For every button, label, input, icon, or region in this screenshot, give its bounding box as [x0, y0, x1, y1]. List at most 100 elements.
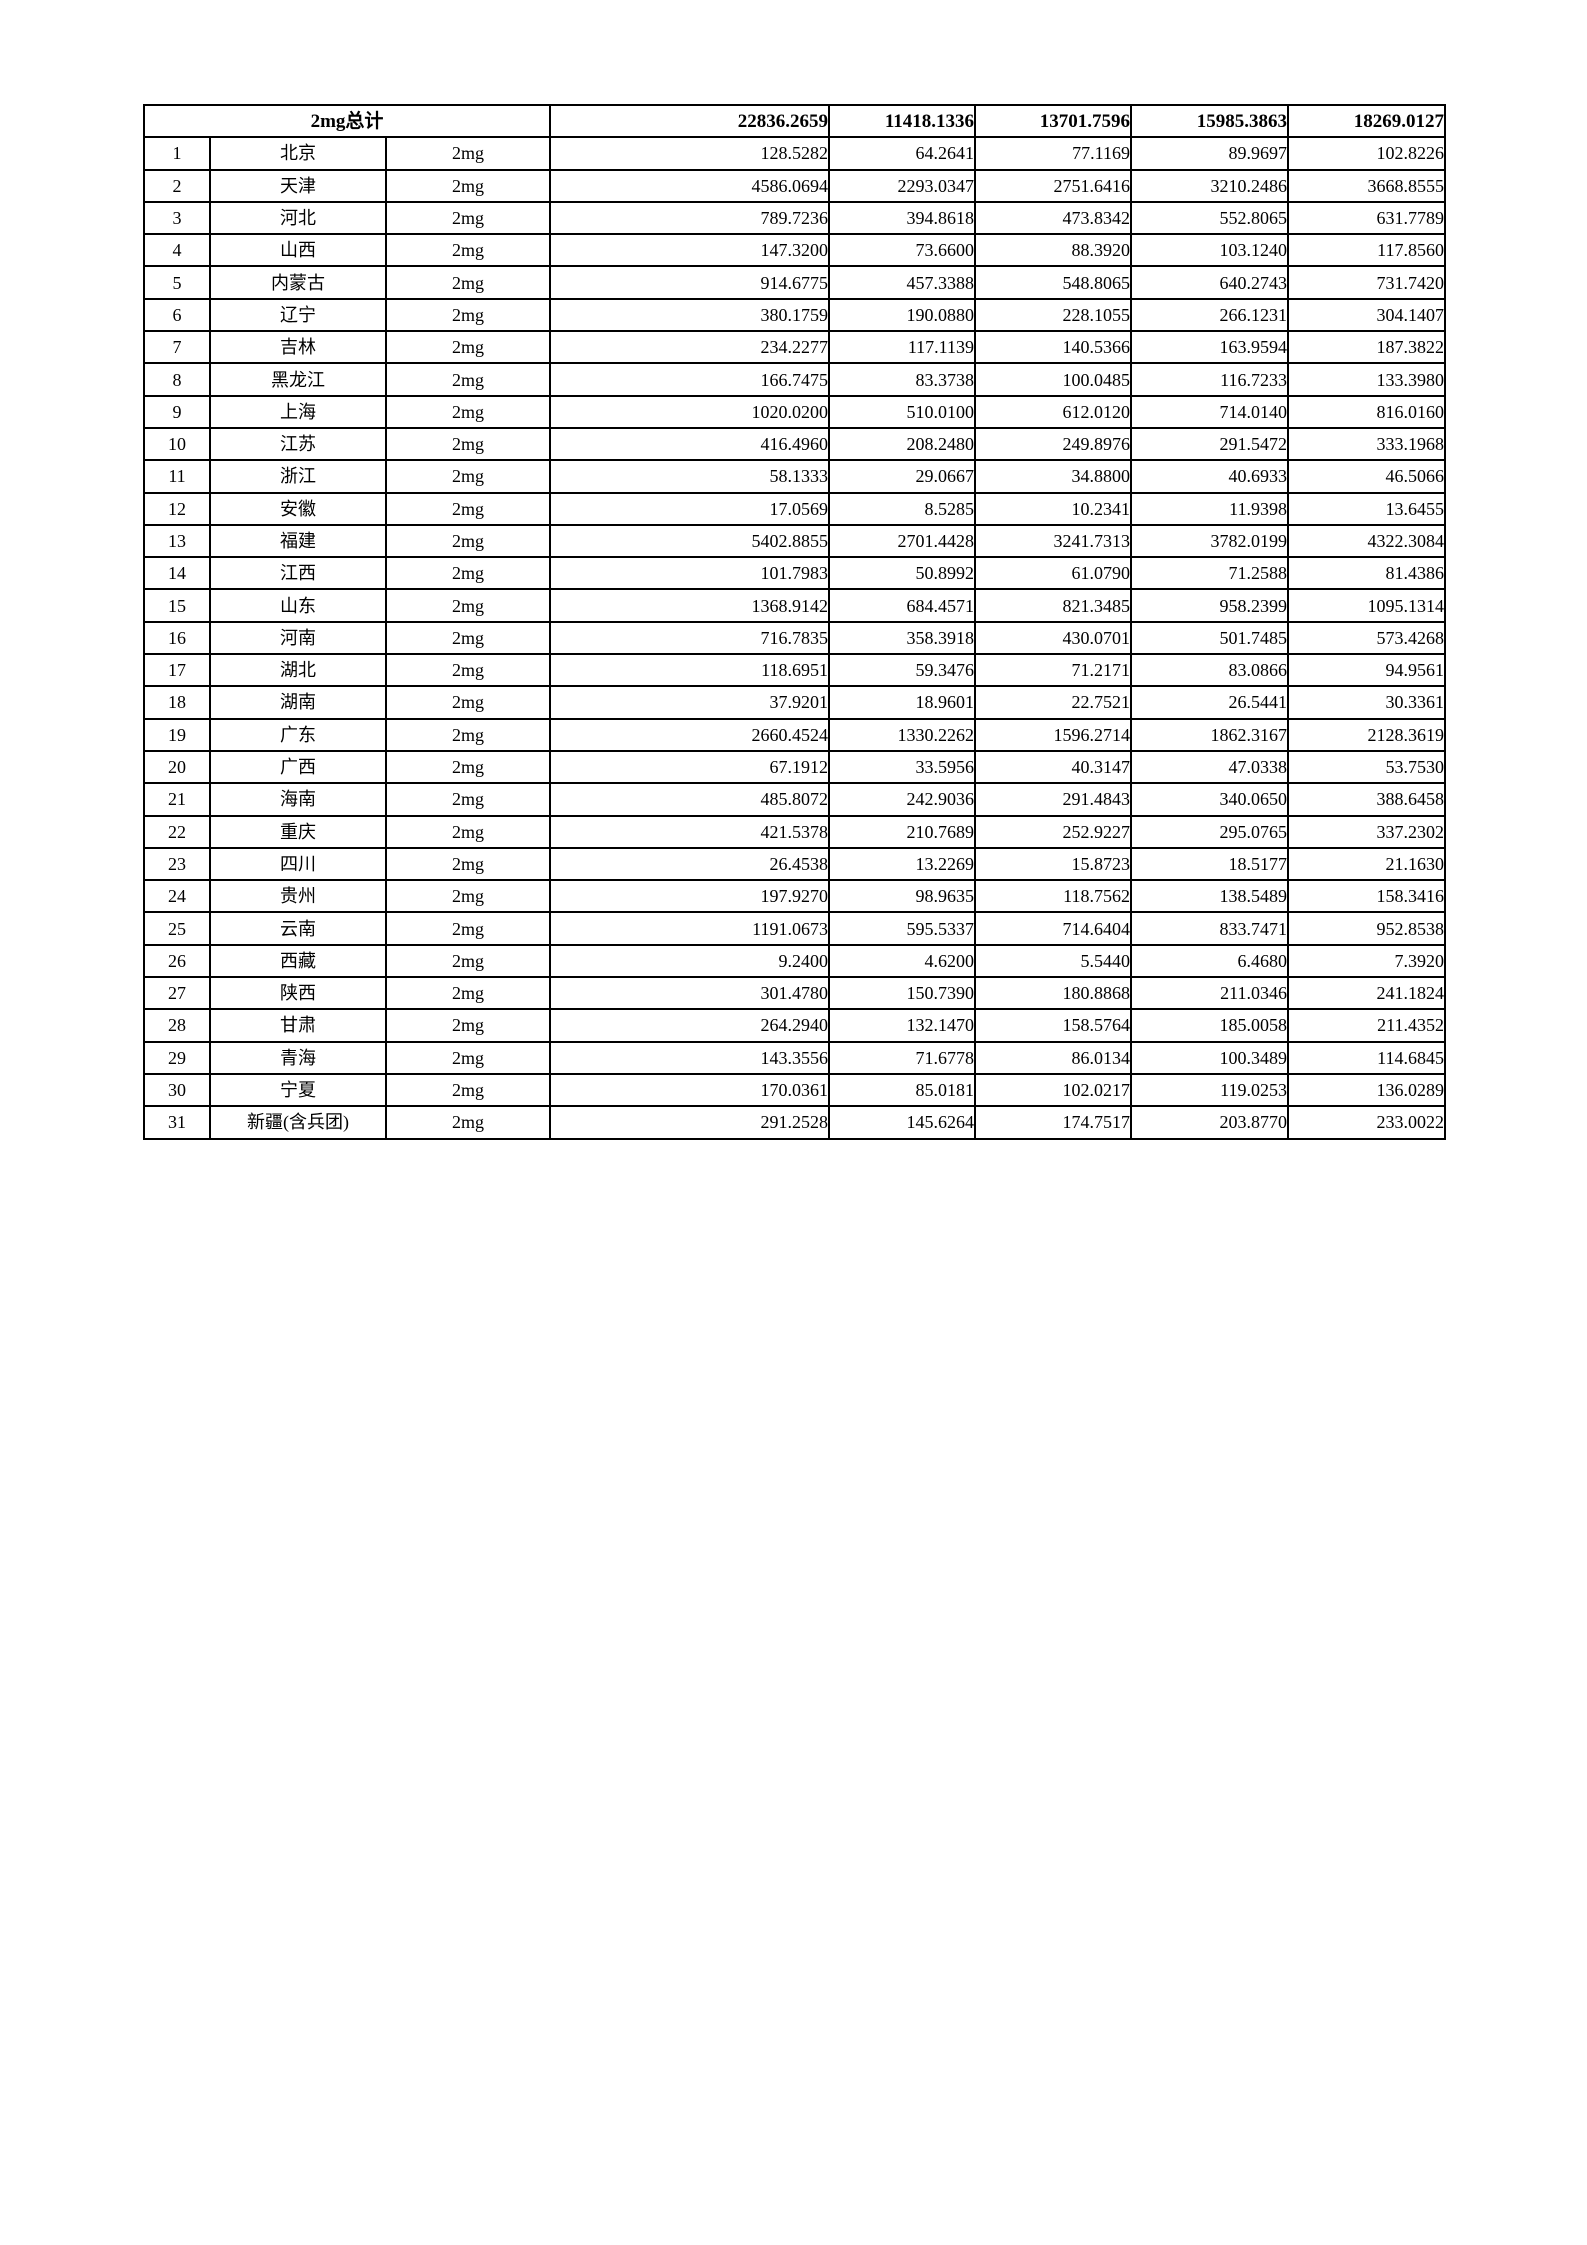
value-1: 197.9270	[549, 879, 831, 914]
spec-label: 2mg	[384, 782, 552, 817]
value-4: 211.0346	[1130, 976, 1290, 1011]
table-row: 8 黑龙江 2mg 166.7475 83.3738 100.0485 116.7233 13…	[143, 362, 1447, 397]
value-5: 816.0160	[1287, 394, 1447, 429]
table-row: 2 天津 2mg 4586.0694 2293.0347 2751.6416 3210.24…	[143, 168, 1447, 203]
value-3: 88.3920	[974, 233, 1133, 268]
value-3: 3241.7313	[974, 523, 1133, 559]
province-name: 天津	[209, 168, 387, 203]
value-5: 304.1407	[1287, 297, 1447, 333]
table-row: 21 海南 2mg 485.8072 242.9036 291.4843 340.0650 3…	[143, 782, 1447, 817]
value-4: 501.7485	[1130, 620, 1290, 656]
value-2: 117.1139	[828, 330, 977, 365]
value-3: 291.4843	[974, 782, 1133, 817]
value-1: 914.6775	[549, 265, 831, 300]
value-5: 211.4352	[1287, 1008, 1447, 1043]
header-total-value-4: 15985.3863	[1130, 103, 1290, 139]
province-name: 安徽	[209, 491, 387, 526]
value-3: 22.7521	[974, 685, 1133, 720]
value-1: 301.4780	[549, 976, 831, 1011]
value-5: 158.3416	[1287, 879, 1447, 914]
row-index: 5	[143, 265, 211, 300]
value-4: 83.0866	[1130, 653, 1290, 688]
row-index: 16	[143, 620, 211, 656]
value-1: 58.1333	[549, 459, 831, 494]
value-4: 640.2743	[1130, 265, 1290, 300]
value-5: 13.6455	[1287, 491, 1447, 526]
table-row: 23 四川 2mg 26.4538 13.2269 15.8723 18.5177 21.16…	[143, 846, 1447, 882]
value-2: 33.5956	[828, 749, 977, 785]
value-5: 94.9561	[1287, 653, 1447, 688]
value-3: 174.7517	[974, 1105, 1133, 1140]
value-3: 2751.6416	[974, 168, 1133, 203]
value-2: 208.2480	[828, 426, 977, 462]
value-3: 714.6404	[974, 911, 1133, 946]
spec-label: 2mg	[384, 653, 552, 688]
header-total-label: 2mg总计	[142, 103, 552, 139]
value-4: 833.7471	[1130, 911, 1290, 946]
value-1: 67.1912	[549, 749, 831, 785]
spec-label: 2mg	[384, 233, 552, 268]
value-4: 3782.0199	[1130, 523, 1290, 559]
value-5: 81.4386	[1287, 556, 1447, 591]
spec-label: 2mg	[384, 265, 552, 300]
table-row: 14 江西 2mg 101.7983 50.8992 61.0790 71.2588 81.4…	[143, 556, 1447, 591]
province-name: 河北	[209, 200, 387, 236]
spec-label: 2mg	[384, 556, 552, 591]
row-index: 28	[143, 1008, 211, 1043]
row-index: 9	[143, 394, 211, 429]
spec-label: 2mg	[384, 330, 552, 365]
value-4: 295.0765	[1130, 814, 1290, 849]
value-3: 71.2171	[974, 653, 1133, 688]
value-4: 958.2399	[1130, 588, 1290, 623]
value-4: 714.0140	[1130, 394, 1290, 429]
spec-label: 2mg	[384, 588, 552, 623]
spec-label: 2mg	[384, 1040, 552, 1075]
value-3: 612.0120	[974, 394, 1133, 429]
value-5: 952.8538	[1287, 911, 1447, 946]
row-index: 14	[143, 556, 211, 591]
table-row: 28 甘肃 2mg 264.2940 132.1470 158.5764 185.0058 2…	[143, 1008, 1447, 1043]
value-3: 34.8800	[974, 459, 1133, 494]
province-name: 陕西	[209, 976, 387, 1011]
province-name: 山东	[209, 588, 387, 623]
province-name: 西藏	[209, 943, 387, 979]
spec-label: 2mg	[384, 620, 552, 656]
value-1: 147.3200	[549, 233, 831, 268]
value-5: 337.2302	[1287, 814, 1447, 849]
value-3: 118.7562	[974, 879, 1133, 914]
value-1: 128.5282	[549, 136, 831, 171]
value-4: 266.1231	[1130, 297, 1290, 333]
table-row: 30 宁夏 2mg 170.0361 85.0181 102.0217 119.0253 13…	[143, 1072, 1447, 1108]
value-2: 73.6600	[828, 233, 977, 268]
table-header-row: 2mg总计 22836.2659 11418.1336 13701.7596 1…	[142, 103, 1447, 139]
value-5: 1095.1314	[1287, 588, 1447, 623]
value-5: 46.5066	[1287, 459, 1447, 494]
value-1: 485.8072	[549, 782, 831, 817]
value-4: 89.9697	[1130, 136, 1290, 171]
value-5: 114.6845	[1287, 1040, 1447, 1075]
province-name: 江苏	[209, 426, 387, 462]
value-5: 241.1824	[1287, 976, 1447, 1011]
province-name: 黑龙江	[209, 362, 387, 397]
value-1: 5402.8855	[549, 523, 831, 559]
value-5: 4322.3084	[1287, 523, 1447, 559]
spec-label: 2mg	[384, 685, 552, 720]
value-3: 100.0485	[974, 362, 1133, 397]
value-2: 190.0880	[828, 297, 977, 333]
province-name: 江西	[209, 556, 387, 591]
value-2: 18.9601	[828, 685, 977, 720]
table-row: 3 河北 2mg 789.7236 394.8618 473.8342 552.8065 63…	[143, 200, 1447, 236]
value-2: 64.2641	[828, 136, 977, 171]
province-name: 甘肃	[209, 1008, 387, 1043]
province-name: 云南	[209, 911, 387, 946]
province-name: 内蒙古	[209, 265, 387, 300]
value-2: 2293.0347	[828, 168, 977, 203]
value-2: 59.3476	[828, 653, 977, 688]
value-2: 13.2269	[828, 846, 977, 882]
value-5: 133.3980	[1287, 362, 1447, 397]
value-4: 552.8065	[1130, 200, 1290, 236]
value-5: 631.7789	[1287, 200, 1447, 236]
value-1: 291.2528	[549, 1105, 831, 1140]
spec-label: 2mg	[384, 1008, 552, 1043]
spec-label: 2mg	[384, 426, 552, 462]
